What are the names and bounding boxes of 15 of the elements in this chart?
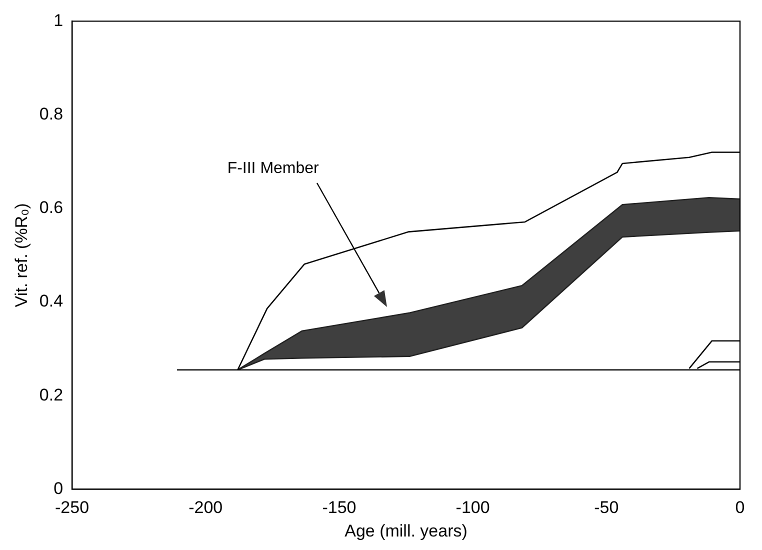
y-tick-label: 0.4 (39, 292, 64, 311)
x-tick-label: -250 (55, 498, 90, 518)
x-tick-label: -50 (594, 498, 619, 518)
y-tick-label: 0.8 (39, 104, 64, 124)
x-tick-label: 0 (735, 498, 745, 518)
y-tick-label: 0.6 (39, 198, 64, 218)
y-tick-label: 0 (54, 478, 64, 498)
y-axis-title: Vit. ref. (%R₀) (12, 203, 31, 308)
annotation: F-III Member (227, 160, 320, 178)
x-tick-label: -100 (456, 498, 490, 518)
x-tick-label: -150 (322, 498, 356, 518)
y-tick-label: 1 (54, 10, 64, 30)
x-axis-title: Age (mill. years) (344, 521, 468, 540)
y-tick-label: 0.2 (39, 385, 64, 404)
x-tick-label: -200 (188, 498, 223, 518)
